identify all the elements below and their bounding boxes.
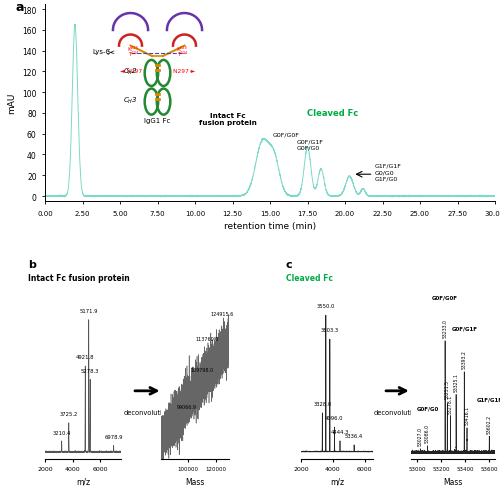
Text: 53027.0: 53027.0 — [418, 427, 423, 446]
Text: 53278.1: 53278.1 — [448, 394, 453, 413]
Text: 53086.0: 53086.0 — [425, 423, 430, 442]
X-axis label: Mass: Mass — [186, 477, 204, 486]
Text: 124915.6: 124915.6 — [211, 311, 234, 316]
Text: deconvolution: deconvolution — [124, 409, 171, 415]
Text: 3550.0: 3550.0 — [316, 303, 335, 308]
Text: 99066.9: 99066.9 — [177, 404, 197, 409]
Text: Intact Fc fusion protein: Intact Fc fusion protein — [28, 273, 130, 283]
Text: G0F/G0F: G0F/G0F — [432, 294, 458, 300]
Text: 53416.1: 53416.1 — [464, 405, 469, 424]
X-axis label: retention time (min): retention time (min) — [224, 222, 316, 231]
Text: 4921.8: 4921.8 — [76, 355, 94, 360]
Text: G1F/G0: G1F/G0 — [375, 176, 398, 181]
Text: 53251.5: 53251.5 — [445, 380, 450, 399]
Text: 3725.2: 3725.2 — [60, 411, 78, 416]
Text: 5278.3: 5278.3 — [81, 368, 100, 373]
Text: 5171.9: 5171.9 — [80, 308, 98, 314]
Text: 3328.0: 3328.0 — [313, 402, 332, 407]
Text: 53393.2: 53393.2 — [462, 350, 467, 368]
X-axis label: m/z: m/z — [76, 477, 90, 486]
Text: deconvolution: deconvolution — [374, 409, 421, 415]
Text: a: a — [16, 1, 24, 14]
Text: G1F/G1F: G1F/G1F — [375, 163, 402, 168]
Text: b: b — [28, 259, 36, 269]
Text: 113760.0: 113760.0 — [196, 336, 219, 341]
Text: 4096.0: 4096.0 — [325, 415, 344, 420]
Text: Cleaved Fc: Cleaved Fc — [308, 109, 358, 118]
Text: 109798.0: 109798.0 — [190, 367, 213, 372]
X-axis label: Mass: Mass — [444, 477, 463, 486]
Text: G0F/G0: G0F/G0 — [416, 406, 438, 411]
Text: G1F/G1F: G1F/G1F — [476, 397, 500, 402]
Text: 4444.3: 4444.3 — [331, 429, 349, 434]
Y-axis label: mAU: mAU — [8, 93, 16, 114]
Text: G0F/G0: G0F/G0 — [297, 145, 320, 150]
Text: Cleaved Fc: Cleaved Fc — [286, 273, 333, 283]
X-axis label: m/z: m/z — [330, 477, 344, 486]
Text: G0F/G1F: G0F/G1F — [452, 325, 477, 331]
Text: G0F/G1F: G0F/G1F — [297, 139, 324, 144]
Text: Intact Fc
fusion protein: Intact Fc fusion protein — [199, 113, 257, 126]
Text: G0F/G0F: G0F/G0F — [273, 133, 300, 138]
Text: 5336.4: 5336.4 — [345, 433, 363, 438]
Text: 53325.1: 53325.1 — [454, 372, 458, 391]
Text: 53602.2: 53602.2 — [487, 414, 492, 433]
Text: 6978.9: 6978.9 — [104, 434, 123, 439]
Text: c: c — [286, 259, 292, 269]
Text: 53233.0: 53233.0 — [442, 319, 448, 337]
Text: G0/G0: G0/G0 — [375, 170, 394, 175]
Text: 3210.4: 3210.4 — [52, 430, 71, 435]
Text: 3803.3: 3803.3 — [321, 327, 339, 333]
